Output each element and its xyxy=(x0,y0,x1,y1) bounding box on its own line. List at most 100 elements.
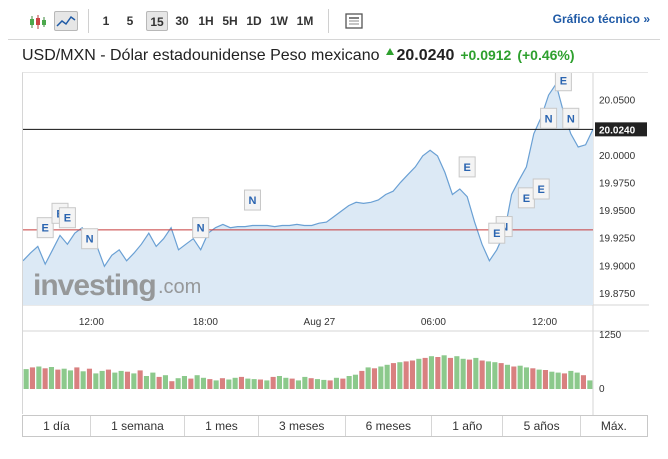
interval-1m-button[interactable]: 1 xyxy=(102,14,110,28)
event-marker[interactable]: N xyxy=(192,217,210,239)
volume-bar xyxy=(150,372,156,389)
event-marker[interactable]: E xyxy=(458,156,476,178)
candlestick-chart-icon[interactable] xyxy=(26,11,50,31)
range-1-day[interactable]: 1 día xyxy=(23,416,91,436)
volume-bar xyxy=(340,378,346,389)
y-tick-label: 19.9750 xyxy=(599,178,636,189)
interval-30m-button[interactable]: 30 xyxy=(175,14,189,28)
volume-bar xyxy=(346,376,352,389)
volume-bar xyxy=(213,380,219,389)
x-tick-label: 18:00 xyxy=(193,317,218,328)
svg-text:E: E xyxy=(538,184,545,196)
x-tick-label: Aug 27 xyxy=(304,317,336,328)
volume-bar xyxy=(587,380,593,389)
volume-bar xyxy=(549,371,555,389)
x-tick-label: 06:00 xyxy=(421,317,446,328)
event-marker[interactable]: N xyxy=(540,107,558,129)
volume-bar xyxy=(61,368,67,389)
volume-bar xyxy=(207,379,213,389)
volume-bar xyxy=(112,372,118,389)
interval-1mo-button[interactable]: 1M xyxy=(296,14,314,28)
volume-bar xyxy=(492,362,498,389)
event-marker[interactable]: N xyxy=(243,189,261,211)
volume-bar xyxy=(327,380,333,389)
interval-1d-button[interactable]: 1D xyxy=(246,14,262,28)
range-1-year[interactable]: 1 año xyxy=(432,416,504,436)
interval-5m-button[interactable]: 5 xyxy=(126,14,134,28)
range-5-years[interactable]: 5 años xyxy=(503,416,581,436)
interval-1w-button[interactable]: 1W xyxy=(270,14,288,28)
volume-bar xyxy=(378,366,384,389)
volume-bar xyxy=(530,368,536,389)
volume-bar xyxy=(137,370,143,389)
svg-text:N: N xyxy=(545,113,553,125)
volume-bar xyxy=(574,372,580,389)
area-chart-icon[interactable] xyxy=(54,11,78,31)
event-marker[interactable]: E xyxy=(58,207,76,229)
range-1-week[interactable]: 1 semana xyxy=(91,416,185,436)
volume-bar xyxy=(245,378,251,389)
chart-plot-area[interactable]: investing .com EEENNNENEEENNE 20.050020.… xyxy=(22,72,649,415)
x-tick-label: 12:00 xyxy=(532,317,557,328)
range-max[interactable]: Máx. xyxy=(600,419,627,433)
volume-bar xyxy=(447,357,453,389)
volume-bar xyxy=(403,361,409,389)
volume-bar xyxy=(460,358,466,389)
volume-bar xyxy=(454,356,460,389)
event-marker[interactable]: N xyxy=(81,228,99,250)
event-marker[interactable]: E xyxy=(36,217,54,239)
range-selector: 1 día 1 semana 1 mes 3 meses 6 meses 1 a… xyxy=(22,415,648,437)
svg-text:N: N xyxy=(197,223,205,235)
volume-bar xyxy=(416,358,422,389)
volume-tick-label: 1250 xyxy=(599,330,622,341)
volume-bar xyxy=(504,364,510,389)
volume-bar xyxy=(321,379,327,389)
volume-bar xyxy=(580,375,586,389)
event-marker[interactable]: E xyxy=(488,222,506,244)
volume-bar xyxy=(131,373,137,389)
event-marker[interactable]: E xyxy=(517,187,535,209)
volume-bar xyxy=(48,367,54,389)
event-marker[interactable]: N xyxy=(562,107,580,129)
volume-bar xyxy=(169,381,175,389)
volume-bar xyxy=(276,376,282,389)
svg-text:N: N xyxy=(249,195,257,207)
investing-watermark: investing .com xyxy=(33,269,201,302)
volume-bar xyxy=(479,360,485,389)
volume-bar xyxy=(523,367,529,389)
chart-toolbar: 1 5 15 30 1H 5H 1D 1W 1M Gráfico técnico… xyxy=(8,0,660,40)
volume-bar xyxy=(365,367,371,389)
svg-text:E: E xyxy=(463,162,470,174)
volume-bar xyxy=(264,380,270,389)
interval-1h-button[interactable]: 1H xyxy=(198,14,214,28)
range-6-months[interactable]: 6 meses xyxy=(346,416,433,436)
interval-15m-button[interactable]: 15 xyxy=(146,11,168,31)
volume-bar xyxy=(428,356,434,389)
event-marker[interactable]: E xyxy=(554,73,572,92)
volume-bar xyxy=(536,369,542,389)
watermark-suffix: .com xyxy=(158,276,201,298)
news-icon[interactable] xyxy=(342,11,366,31)
volume-bar xyxy=(485,361,491,389)
pair-title: USD/MXN - Dólar estadounidense Peso mexi… xyxy=(22,47,380,64)
volume-bar xyxy=(542,370,548,389)
price-line xyxy=(23,82,594,268)
technical-chart-link[interactable]: Gráfico técnico » xyxy=(552,12,650,26)
volume-bar xyxy=(251,379,257,389)
volume-bar xyxy=(99,370,105,389)
interval-5h-button[interactable]: 5H xyxy=(222,14,238,28)
volume-bar xyxy=(238,376,244,389)
volume-bar xyxy=(67,370,73,389)
volume-bar xyxy=(156,376,162,389)
range-3-months[interactable]: 3 meses xyxy=(259,416,346,436)
event-marker[interactable]: E xyxy=(532,178,550,200)
range-1-month[interactable]: 1 mes xyxy=(185,416,259,436)
y-tick-label: 19.9500 xyxy=(599,206,636,217)
volume-bar xyxy=(194,375,200,389)
volume-bar xyxy=(175,378,181,389)
volume-bar xyxy=(466,359,472,389)
svg-text:N: N xyxy=(86,234,94,246)
arrow-up-icon xyxy=(385,48,394,55)
volume-bar xyxy=(390,363,396,389)
svg-text:E: E xyxy=(64,213,71,225)
